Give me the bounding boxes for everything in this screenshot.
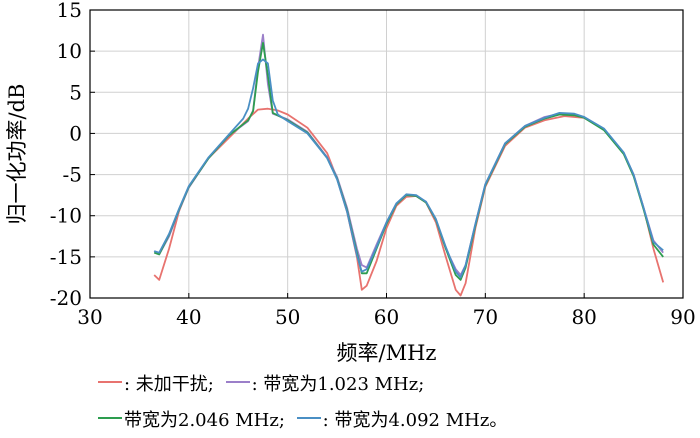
- y-tick-label: -10: [50, 204, 82, 228]
- series-line-1: [153, 107, 665, 297]
- legend-label-4092: : 带宽为4.092 MHz。: [322, 410, 508, 431]
- series-line-4: [153, 58, 664, 279]
- x-tick-label: 80: [571, 305, 596, 329]
- legend-swatch-green: [98, 417, 122, 419]
- legend-row-1: : 未加干扰; : 带宽为1.023 MHz;: [98, 370, 424, 396]
- x-tick-label: 50: [275, 305, 300, 329]
- x-tick-label: 90: [670, 305, 695, 329]
- x-tick-label: 30: [77, 305, 102, 329]
- x-tick-label: 60: [374, 305, 399, 329]
- y-tick-label: 10: [57, 39, 82, 63]
- y-tick-label: -20: [50, 286, 82, 310]
- legend-label-no-interference: : 未加干扰;: [124, 374, 214, 395]
- legend-label-2046: 带宽为2.046 MHz;: [124, 410, 285, 431]
- y-tick-label: -15: [50, 245, 82, 269]
- x-tick-label: 70: [473, 305, 498, 329]
- series-line-3: [153, 42, 664, 281]
- y-tick-label: 0: [69, 121, 82, 145]
- x-axis-label: 频率/MHz: [337, 341, 437, 365]
- legend-swatch-purple: [225, 381, 250, 383]
- legend-swatch-blue: [296, 417, 321, 419]
- series-line-2: [153, 33, 664, 276]
- y-tick-label: 15: [57, 0, 82, 22]
- x-tick-label: 40: [176, 305, 201, 329]
- legend-swatch-red: [98, 381, 122, 383]
- y-axis-label: 归一化功率/dB: [5, 84, 29, 225]
- legend-label-1023: : 带宽为1.023 MHz;: [251, 374, 425, 395]
- y-tick-label: 5: [69, 80, 82, 104]
- y-tick-label: -5: [63, 163, 82, 187]
- legend-row-2: 带宽为2.046 MHz; : 带宽为4.092 MHz。: [98, 406, 507, 432]
